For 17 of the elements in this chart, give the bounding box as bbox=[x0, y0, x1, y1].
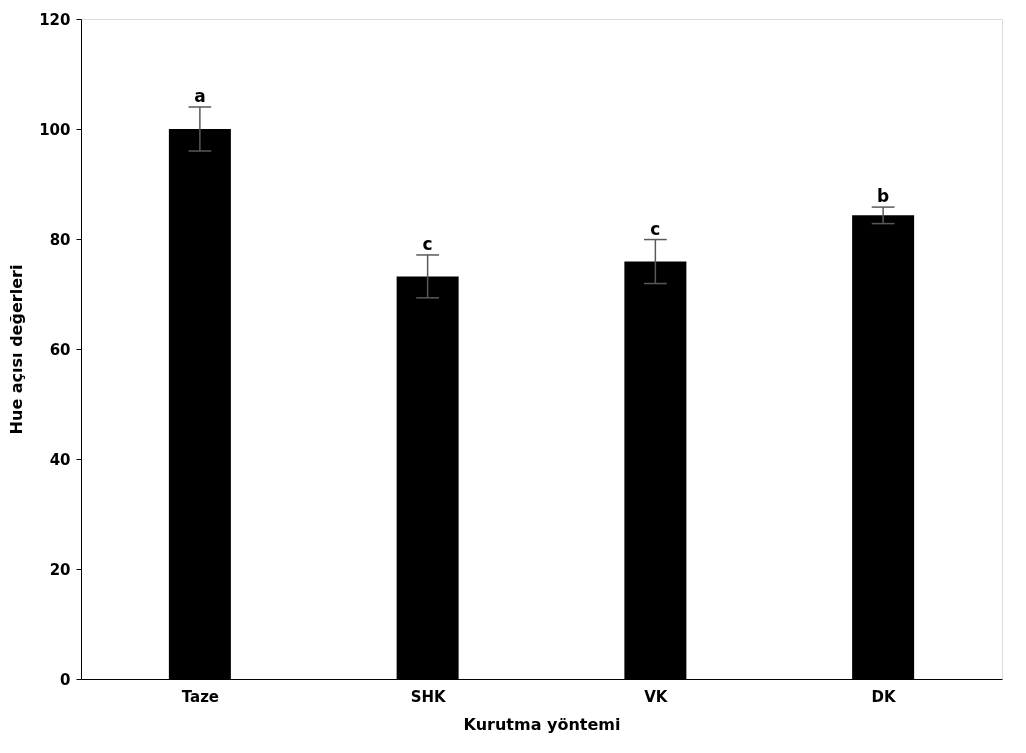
annotation: c bbox=[422, 233, 433, 254]
x-tick-label: DK bbox=[871, 687, 898, 706]
annotation: c bbox=[650, 218, 661, 239]
y-axis-title: Hue açısı değerleri bbox=[7, 264, 27, 435]
x-tick-label: Taze bbox=[181, 687, 220, 706]
y-tick-label: 20 bbox=[49, 560, 71, 579]
y-tick-label: 120 bbox=[39, 10, 71, 29]
x-tick-label: VK bbox=[644, 687, 669, 706]
y-tick-label: 40 bbox=[49, 450, 71, 469]
y-tick-label: 0 bbox=[60, 670, 71, 689]
annotation: b bbox=[877, 186, 890, 207]
x-tick-label: SHK bbox=[410, 687, 447, 706]
y-tick-label: 60 bbox=[49, 340, 71, 359]
x-axis-title: Kurutma yöntemi bbox=[463, 714, 621, 734]
y-tick-label: 80 bbox=[49, 230, 71, 249]
y-tick-label: 100 bbox=[39, 120, 71, 139]
annotation: a bbox=[194, 86, 206, 106]
